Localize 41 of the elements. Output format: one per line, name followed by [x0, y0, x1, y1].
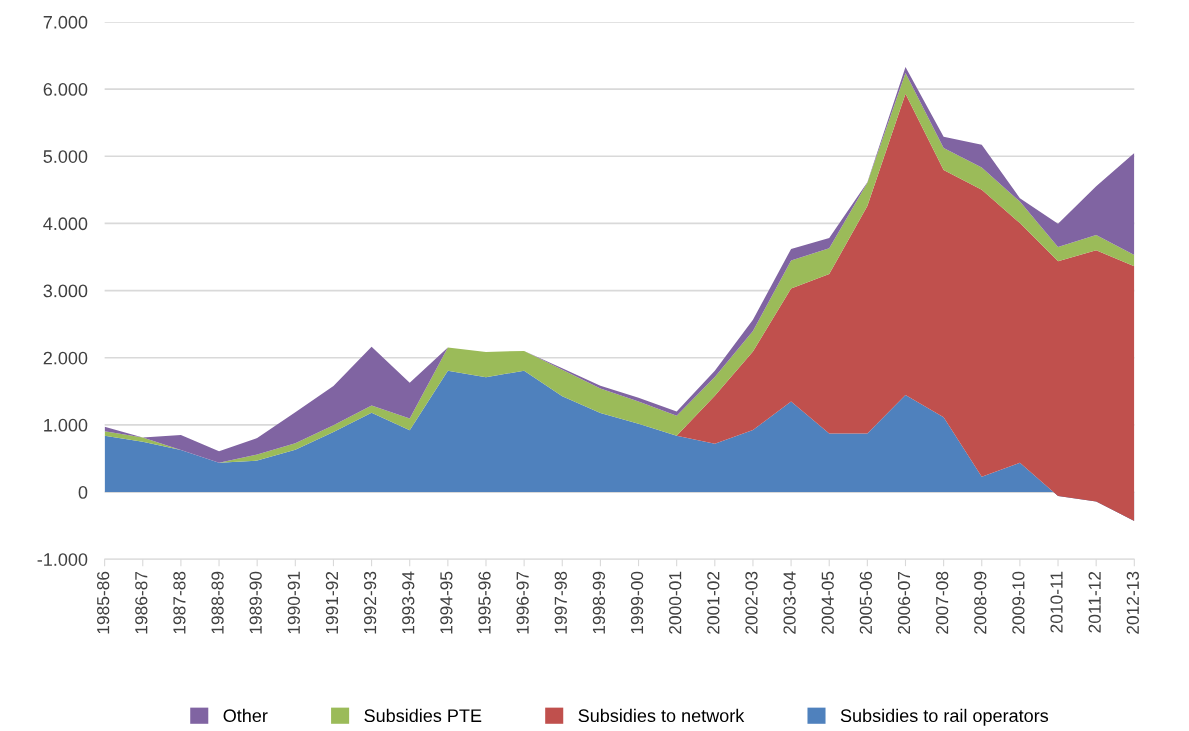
- x-tick-label: 2006-07: [897, 571, 911, 634]
- y-tick-label: 1.000: [44, 418, 88, 432]
- x-tick-label: 1985-86: [97, 571, 110, 634]
- y-tick-label: 2.000: [43, 351, 88, 365]
- x-tick-label: 1992-93: [363, 571, 377, 634]
- x-tick-label: 2010-11: [1050, 571, 1063, 633]
- x-tick-label: 1994-95: [440, 571, 453, 634]
- legend-label: Subsidies to rail operators: [840, 708, 1049, 726]
- x-tick-label: 2004-05: [821, 571, 834, 634]
- x-tick-label: 2005-06: [859, 571, 873, 634]
- y-tick-label: 7.000: [43, 15, 88, 29]
- y-tick-label: 4.000: [43, 217, 88, 231]
- x-tick-label: 1990-91: [287, 571, 300, 634]
- x-tick-label: 1988-89: [211, 571, 224, 634]
- x-tick-label: 2012-13: [1126, 571, 1139, 634]
- y-tick-label: 3.000: [43, 284, 88, 298]
- y-tick-label: 6.000: [43, 83, 88, 96]
- legend-label: Other: [223, 708, 268, 723]
- y-tick-label: 5.000: [43, 150, 88, 163]
- x-tick-label: 1993-94: [402, 571, 415, 634]
- legend-label: Subsidies to network: [578, 708, 745, 723]
- x-tick-label: 1989-90: [249, 571, 262, 634]
- x-tick-label: 1987-88: [173, 571, 186, 634]
- x-tick-label: 2009-10: [1012, 571, 1025, 634]
- x-tick-label: 2001-02: [707, 571, 720, 634]
- x-tick-label: 2008-09: [974, 571, 987, 634]
- x-tick-label: 1997-98: [554, 571, 567, 634]
- x-tick-label: 2002-03: [745, 571, 758, 634]
- x-tick-label: 1995-96: [478, 571, 491, 634]
- y-tick-label: -1.000: [37, 553, 88, 566]
- x-tick-label: 2007-08: [935, 571, 949, 634]
- x-tick-label: 1986-87: [135, 571, 148, 634]
- y-tick-label: 0: [78, 485, 88, 499]
- x-tick-label: 2011-12: [1088, 571, 1101, 633]
- x-tick-label: 1996-97: [516, 571, 529, 634]
- x-tick-label: 1998-99: [592, 571, 606, 634]
- x-tick-label: 2003-04: [783, 571, 796, 634]
- legend-label: Subsidies PTE: [364, 708, 482, 723]
- x-tick-label: 1999-00: [630, 571, 644, 634]
- x-tick-label: 2000-01: [669, 571, 682, 634]
- x-tick-label: 1991-92: [325, 571, 339, 634]
